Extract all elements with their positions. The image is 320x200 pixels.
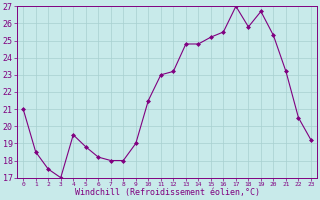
X-axis label: Windchill (Refroidissement éolien,°C): Windchill (Refroidissement éolien,°C) (75, 188, 260, 197)
